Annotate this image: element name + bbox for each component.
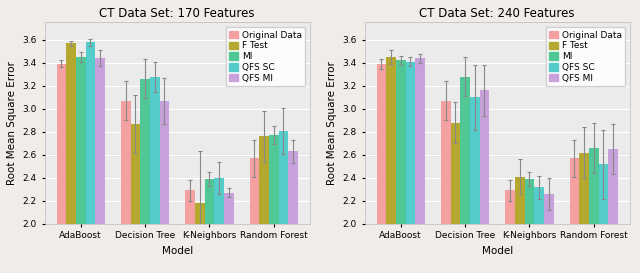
Bar bbox=[608, 149, 618, 224]
Bar bbox=[131, 124, 140, 224]
Bar bbox=[534, 187, 544, 224]
Bar bbox=[525, 179, 534, 224]
Bar bbox=[460, 77, 470, 224]
Bar bbox=[121, 101, 131, 224]
Y-axis label: Root Mean Square Error: Root Mean Square Error bbox=[7, 61, 17, 185]
Bar bbox=[598, 164, 608, 224]
Bar bbox=[76, 57, 86, 224]
Bar bbox=[570, 158, 579, 224]
Bar bbox=[56, 64, 66, 224]
Bar bbox=[544, 194, 554, 224]
Bar bbox=[269, 135, 278, 224]
Title: CT Data Set: 240 Features: CT Data Set: 240 Features bbox=[419, 7, 575, 20]
Bar bbox=[589, 148, 598, 224]
Bar bbox=[479, 90, 489, 224]
Bar bbox=[470, 97, 479, 224]
Bar bbox=[224, 193, 234, 224]
Bar bbox=[415, 58, 425, 224]
Bar bbox=[185, 191, 195, 224]
Bar bbox=[579, 153, 589, 224]
Bar bbox=[406, 62, 415, 224]
Bar bbox=[396, 61, 406, 224]
Bar bbox=[86, 42, 95, 224]
Bar bbox=[505, 191, 515, 224]
Title: CT Data Set: 170 Features: CT Data Set: 170 Features bbox=[99, 7, 255, 20]
Bar bbox=[205, 179, 214, 224]
Y-axis label: Root Mean Square Error: Root Mean Square Error bbox=[327, 61, 337, 185]
Legend: Original Data, F Test, MI, QFS SC, QFS MI: Original Data, F Test, MI, QFS SC, QFS M… bbox=[545, 27, 625, 87]
Legend: Original Data, F Test, MI, QFS SC, QFS MI: Original Data, F Test, MI, QFS SC, QFS M… bbox=[225, 27, 305, 87]
Bar bbox=[441, 101, 451, 224]
Bar bbox=[278, 131, 288, 224]
Bar bbox=[451, 123, 460, 224]
X-axis label: Model: Model bbox=[161, 246, 193, 256]
Bar bbox=[66, 43, 76, 224]
Bar bbox=[195, 203, 205, 224]
X-axis label: Model: Model bbox=[481, 246, 513, 256]
Bar bbox=[386, 57, 396, 224]
Bar bbox=[376, 64, 386, 224]
Bar bbox=[515, 177, 525, 224]
Bar bbox=[140, 79, 150, 224]
Bar bbox=[250, 158, 259, 224]
Bar bbox=[159, 101, 169, 224]
Bar bbox=[288, 151, 298, 224]
Bar bbox=[214, 178, 224, 224]
Bar bbox=[150, 77, 159, 224]
Bar bbox=[95, 58, 105, 224]
Bar bbox=[259, 136, 269, 224]
